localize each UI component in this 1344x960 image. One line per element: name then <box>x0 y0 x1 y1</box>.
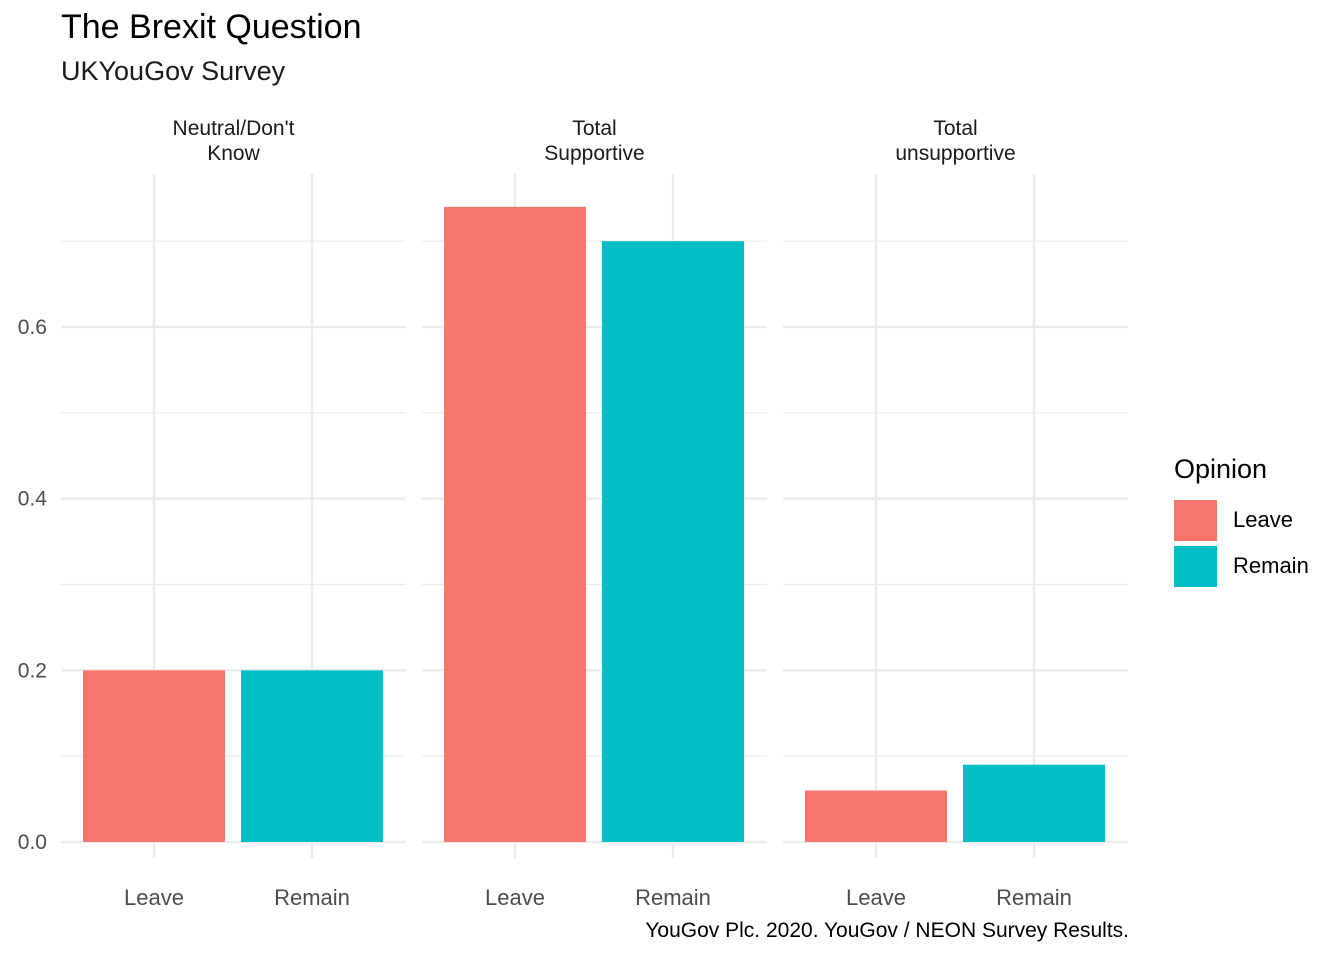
y-tick-label: 0.6 <box>18 316 47 339</box>
bar-remain <box>241 670 383 842</box>
x-tick-label: Remain <box>274 885 350 910</box>
bar-remain <box>602 241 744 842</box>
facet-label: Neutral/Don't <box>173 117 295 140</box>
legend: Opinion Leave Remain <box>1174 454 1309 589</box>
x-tick-label: Remain <box>996 885 1072 910</box>
legend-label-remain: Remain <box>1233 553 1309 578</box>
facet-label: Know <box>207 142 260 165</box>
chart-title: The Brexit Question <box>61 8 362 46</box>
legend-key-leave <box>1174 499 1217 541</box>
facet-label: Total <box>572 117 616 140</box>
facet-label: unsupportive <box>895 142 1015 165</box>
y-tick-label: 0.4 <box>18 488 48 511</box>
x-tick-label: Leave <box>124 885 184 910</box>
legend-label-leave: Leave <box>1233 507 1293 532</box>
x-tick-label: Leave <box>485 885 545 910</box>
facet-label: Supportive <box>544 142 644 165</box>
x-tick-label: Leave <box>846 885 906 910</box>
legend-item-leave: Leave <box>1174 497 1309 543</box>
legend-item-remain: Remain <box>1174 543 1309 589</box>
y-tick-label: 0.2 <box>18 659 47 682</box>
bar-leave <box>805 790 947 842</box>
facet-label: Total <box>933 117 977 140</box>
legend-title: Opinion <box>1174 454 1268 484</box>
bar-leave <box>83 670 225 842</box>
legend-key-remain <box>1174 545 1217 587</box>
bar-leave <box>444 206 586 843</box>
chart-subtitle: UKYouGov Survey <box>61 56 286 86</box>
y-tick-label: 0.0 <box>18 831 47 854</box>
bar-remain <box>963 764 1105 842</box>
x-tick-label: Remain <box>635 885 711 910</box>
chart-caption: YouGov Plc. 2020. YouGov / NEON Survey R… <box>645 919 1129 942</box>
